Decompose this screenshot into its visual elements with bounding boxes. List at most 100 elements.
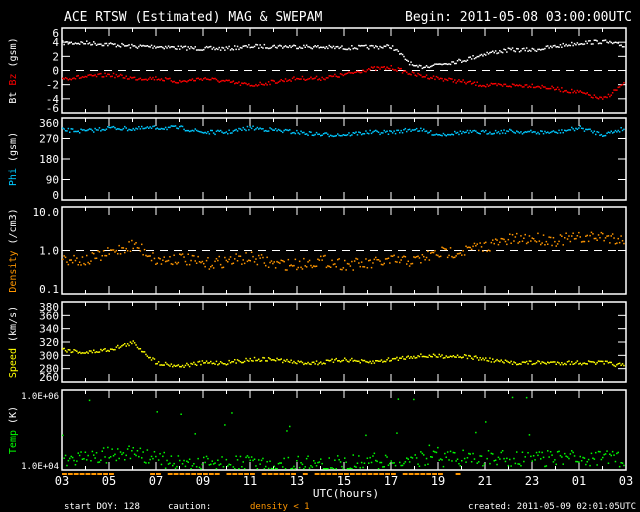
data-point-temp [500,451,502,454]
data-point-density [449,247,452,249]
data-point-bt [298,46,301,48]
data-point-bz [604,96,607,98]
data-point-phi [222,132,225,134]
data-point-density [142,254,144,256]
data-point-bt [325,46,328,48]
data-point-speed [439,355,442,358]
data-point-phi [297,132,299,134]
data-point-phi [74,130,77,133]
data-point-phi [404,127,407,130]
data-point-bt [314,45,316,47]
data-point-bz [311,78,314,80]
data-point-temp [210,463,212,466]
data-point-temp [155,455,157,458]
data-point-density [434,250,436,252]
data-point-phi [475,130,477,132]
data-point-speed [73,349,75,351]
data-point-speed [339,361,342,363]
y-tick-label: 4 [52,36,59,49]
data-point-temp [483,463,486,465]
data-point-phi [174,125,177,127]
data-point-bt [465,60,467,63]
data-point-bz [504,83,507,86]
data-point-phi [480,130,483,132]
data-point-density [573,238,576,240]
data-point-temp [229,464,232,466]
data-point-temp [150,455,153,458]
data-point-density [125,247,127,250]
data-point-temp [620,462,622,464]
data-point-phi [198,130,201,133]
data-point-temp [318,461,321,463]
data-point-density [366,267,369,269]
data-point-speed [124,343,126,345]
data-point-bz [454,79,456,81]
data-point-phi [112,125,115,128]
data-point-bz [80,77,82,79]
data-point-bt [403,55,405,58]
panel-frame [61,301,627,383]
data-point-bt [225,46,228,48]
data-point-speed [442,357,445,359]
data-point-density [617,237,619,240]
data-point-phi [365,130,367,132]
data-point-speed [291,362,294,364]
data-point-speed [406,356,408,358]
data-point-phi [438,134,440,136]
data-point-density [452,256,455,259]
data-point-density [425,256,428,259]
data-point-bz [380,66,383,68]
data-point-phi [95,129,98,131]
data-point-bt [609,40,611,43]
data-point-temp [482,465,484,467]
data-point-speed [514,362,517,364]
data-point-speed [263,357,266,359]
data-point-bz [511,83,514,85]
data-point-temp [360,461,363,464]
data-point-speed [527,363,529,365]
data-point-bz [280,79,282,81]
data-point-bt [442,63,445,65]
data-point-density [272,262,274,265]
data-point-bt [386,44,388,46]
data-point-density [139,250,142,252]
data-point-speed [368,361,370,364]
data-point-bz [572,91,574,94]
data-point-temp [380,461,383,464]
data-point-bz [407,73,409,75]
data-point-temp [587,458,590,461]
data-point-bz [339,73,342,75]
data-point-speed [221,362,223,364]
data-point-phi [490,133,493,135]
data-point-speed [142,351,144,353]
data-point-phi [406,130,408,133]
data-point-temp [520,465,522,467]
data-point-density [523,237,525,239]
data-point-speed [525,360,528,363]
data-point-bt [489,51,491,54]
data-point-phi [531,131,533,134]
data-point-temp [307,455,309,457]
data-point-temp [390,460,392,462]
density-caution-bar [173,473,179,475]
data-point-density [200,261,202,264]
data-point-speed [604,360,607,362]
data-point-phi [614,129,617,132]
data-point-speed [427,356,429,358]
data-point-temp [102,447,105,449]
data-point-density [63,255,65,257]
data-point-phi [532,131,535,133]
data-point-temp [489,462,491,465]
data-point-temp [503,457,505,460]
data-point-phi [547,131,549,133]
data-point-speed [454,356,456,358]
data-point-density [377,259,380,261]
data-point-temp [599,451,601,453]
data-point-density [544,244,546,246]
data-point-temp [74,464,77,466]
data-point-speed [565,363,567,366]
data-point-phi [303,131,305,134]
data-point-speed [114,348,116,351]
data-point-density [289,265,291,267]
data-point-bt [372,45,374,47]
